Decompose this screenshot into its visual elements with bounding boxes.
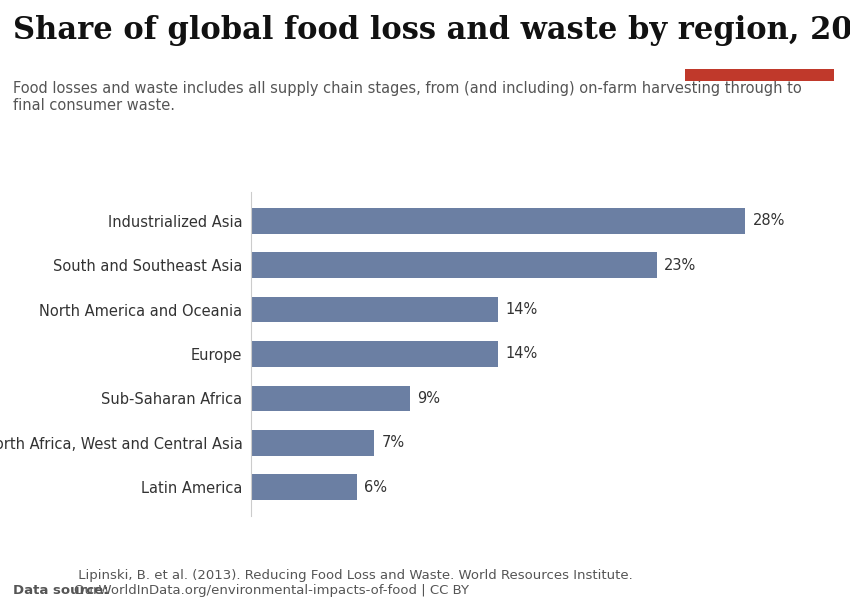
Bar — [251, 341, 498, 367]
Text: Share of global food loss and waste by region, 2009: Share of global food loss and waste by r… — [13, 15, 850, 46]
Text: 14%: 14% — [505, 302, 537, 317]
Bar — [251, 386, 410, 411]
Text: 6%: 6% — [364, 479, 387, 494]
Text: 28%: 28% — [752, 214, 785, 229]
Text: 7%: 7% — [382, 435, 405, 450]
Text: 14%: 14% — [505, 346, 537, 361]
Bar — [251, 430, 374, 455]
Bar — [251, 474, 357, 500]
Bar — [251, 297, 498, 322]
Text: Our World: Our World — [726, 25, 793, 38]
Text: Data source:: Data source: — [13, 584, 108, 597]
Bar — [251, 208, 745, 234]
Text: Lipinski, B. et al. (2013). Reducing Food Loss and Waste. World Resources Instit: Lipinski, B. et al. (2013). Reducing Foo… — [74, 569, 632, 597]
Bar — [251, 253, 657, 278]
Text: Food losses and waste includes all supply chain stages, from (and including) on-: Food losses and waste includes all suppl… — [13, 81, 802, 113]
Text: in Data: in Data — [735, 43, 784, 56]
Text: 9%: 9% — [416, 391, 439, 406]
Text: 23%: 23% — [664, 258, 696, 273]
Bar — [685, 68, 834, 81]
